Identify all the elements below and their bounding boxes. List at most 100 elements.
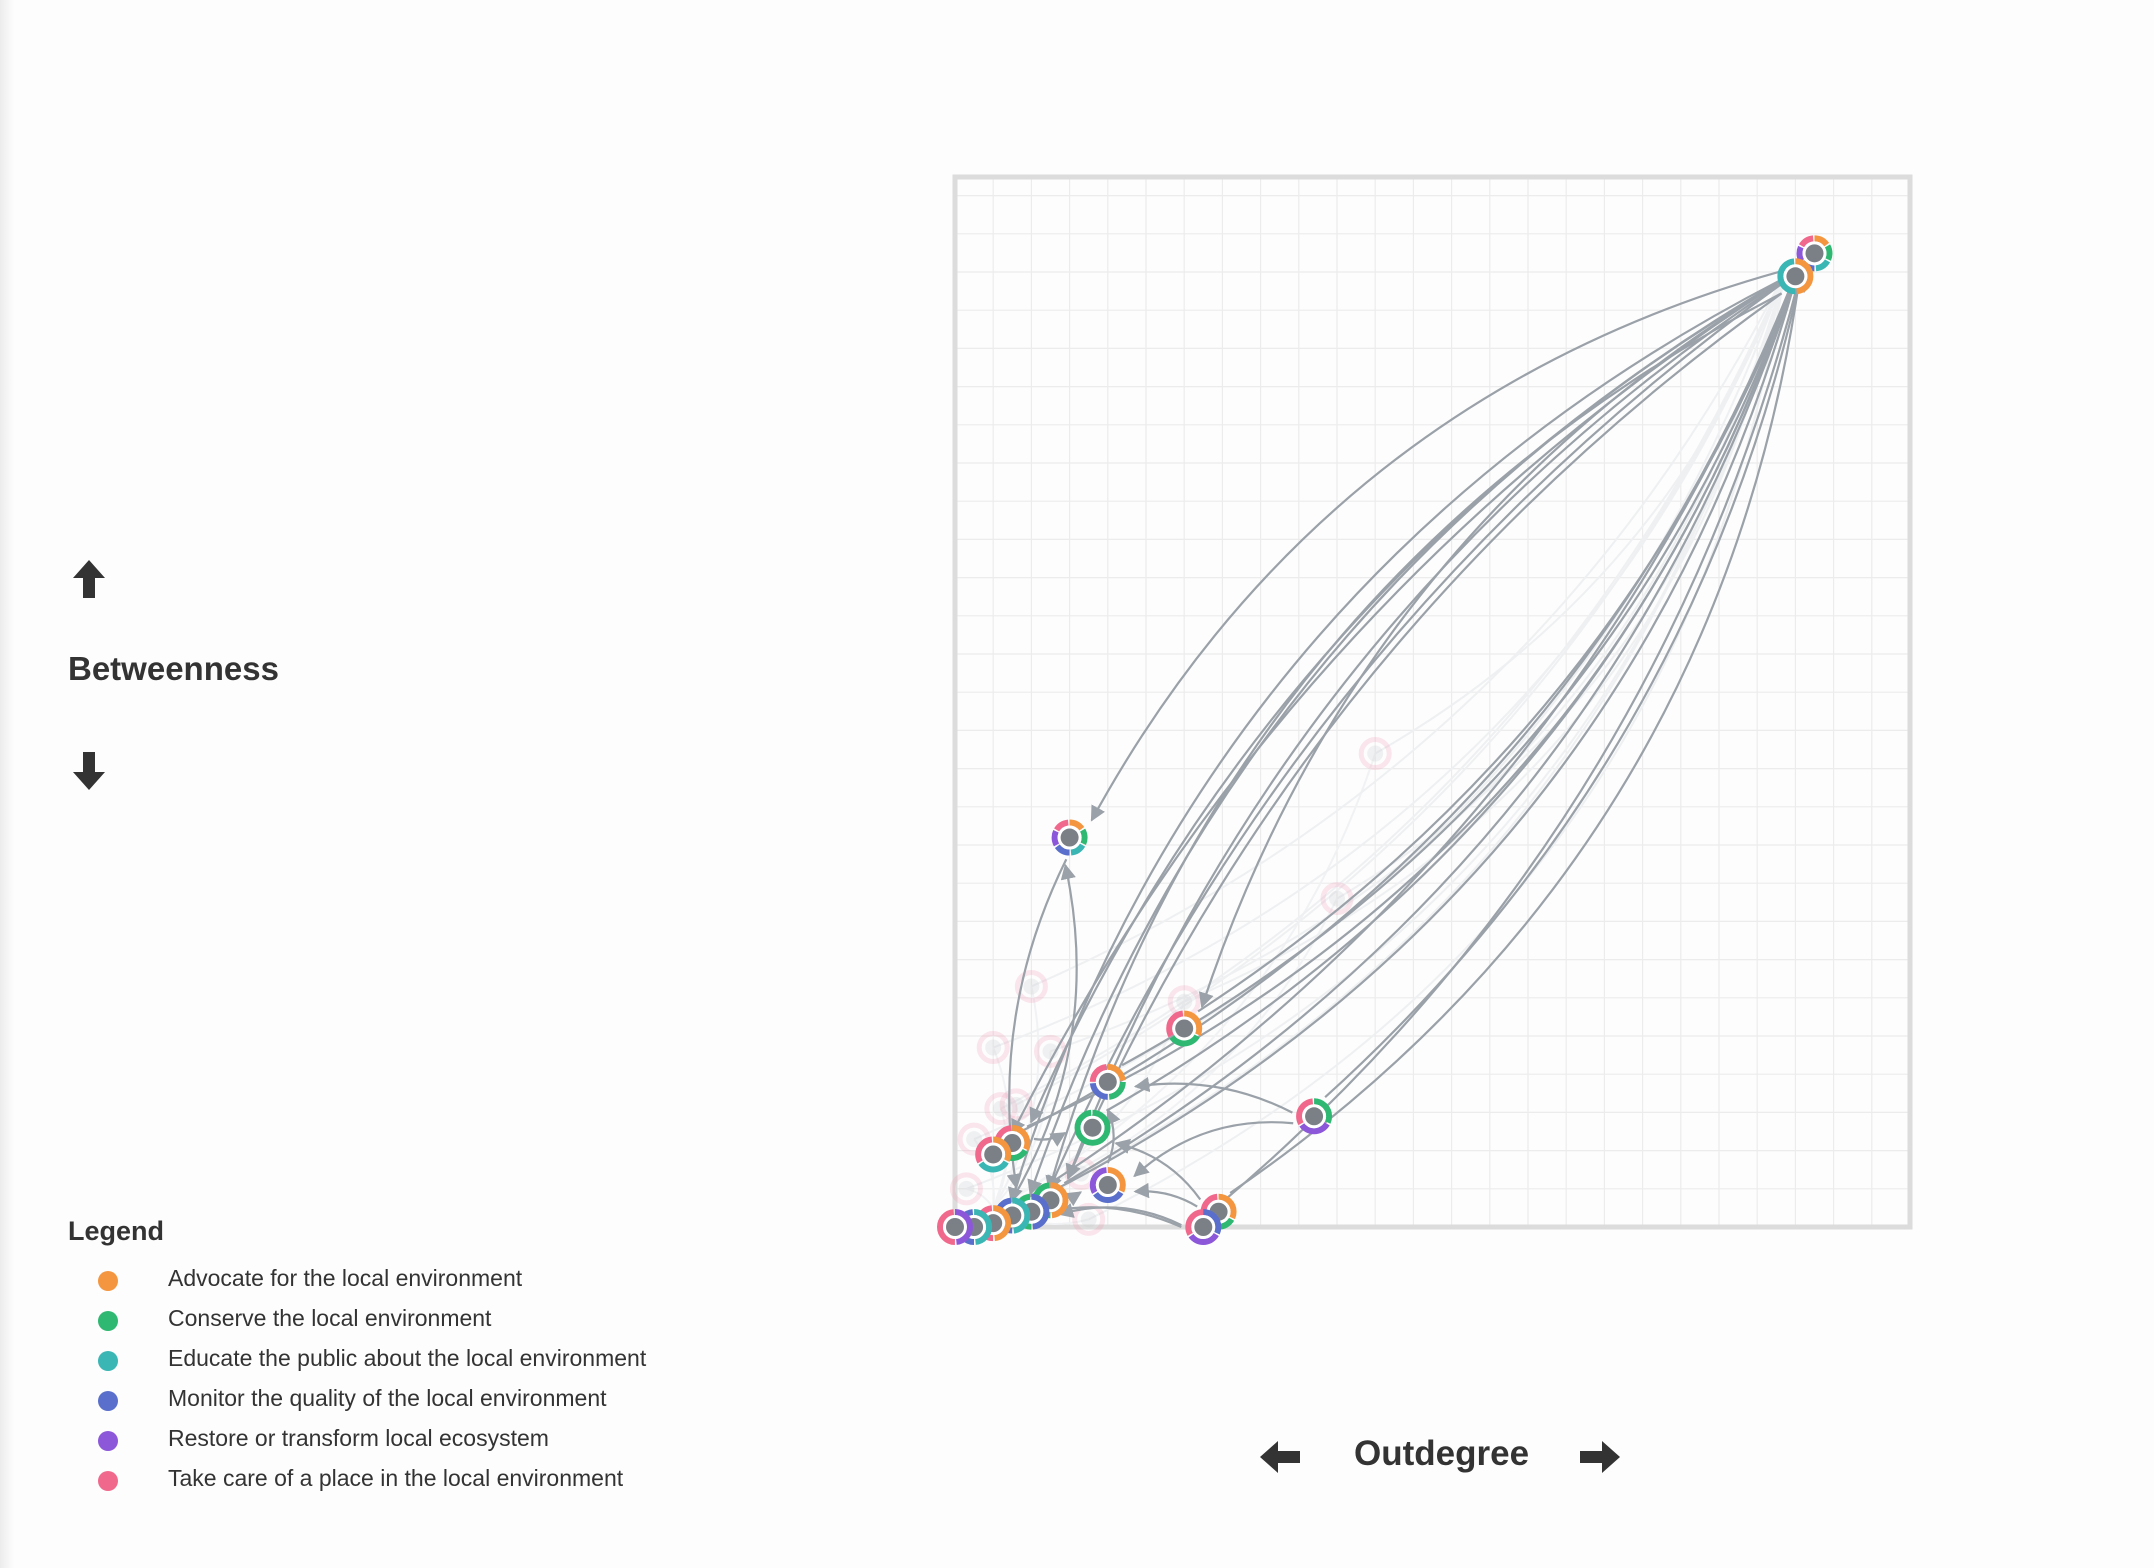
legend-color-dot [98, 1471, 118, 1491]
edge [1033, 1132, 1067, 1147]
node-core [1060, 828, 1079, 847]
arrow-left-icon [1260, 1441, 1300, 1473]
node-core [1786, 267, 1805, 286]
legend-item: Educate the public about the local envir… [68, 1341, 646, 1381]
legend-color-dot [98, 1311, 118, 1331]
node-ring-segment [937, 1209, 973, 1245]
node-ring-segment [1089, 1063, 1126, 1100]
edge [1007, 269, 1801, 1204]
graph-node[interactable] [1796, 235, 1833, 272]
faded-node [1072, 1202, 1106, 1236]
node-ring-segment [1089, 1167, 1126, 1203]
faded-node [949, 1172, 983, 1206]
faint-edge [1088, 273, 1786, 1221]
edge [1114, 1138, 1202, 1201]
node-ring-segment [1051, 819, 1088, 856]
graph-node[interactable] [1051, 819, 1088, 856]
node-core [1098, 1072, 1117, 1091]
node-ring-segment [1796, 235, 1833, 272]
faint-edge [992, 272, 1786, 1049]
graph-node[interactable] [975, 1136, 1012, 1173]
plot-grid [955, 177, 1910, 1227]
arrow-up-icon [73, 560, 105, 598]
legend-item: Advocate for the local environment [68, 1261, 522, 1301]
edge [1133, 1076, 1293, 1114]
node-core [984, 1145, 1003, 1164]
edge [1044, 273, 1801, 1196]
faint-edge [1030, 272, 1786, 988]
graph-node[interactable] [1089, 1167, 1126, 1203]
edge [1014, 863, 1078, 1195]
edge [1090, 265, 1798, 822]
faded-node [1358, 737, 1392, 771]
faded-node [976, 1031, 1010, 1065]
y-axis-label: Betweenness [68, 650, 279, 687]
node-ring-segment [1777, 258, 1814, 295]
edge [1133, 1182, 1198, 1208]
legend-color-dot [98, 1351, 118, 1371]
graph-nodes [937, 235, 1833, 1245]
legend: Legend Advocate for the local environmen… [68, 1216, 646, 1501]
edge [1106, 1108, 1121, 1164]
node-ring-segment [1185, 1209, 1222, 1245]
node-ring-segment [975, 1205, 1012, 1242]
node-ring-segment [975, 1136, 1012, 1173]
edge [1229, 275, 1806, 1194]
graph-node[interactable] [1777, 258, 1814, 295]
legend-item: Conserve the local environment [68, 1301, 491, 1341]
edge [1007, 272, 1798, 1140]
faint-edge [1000, 272, 1786, 1110]
node-ring-segment [1032, 1182, 1069, 1219]
node-ring-segment [1296, 1098, 1333, 1135]
graph-node[interactable] [937, 1209, 973, 1245]
graph-node[interactable] [1296, 1098, 1333, 1135]
edge [1063, 273, 1800, 1185]
graph-node[interactable] [1185, 1209, 1222, 1245]
node-ring-segment [994, 1125, 1031, 1161]
node-ring-segment [1089, 1167, 1126, 1203]
legend-item: Monitor the quality of the local environ… [68, 1381, 607, 1421]
faint-edge [973, 273, 1786, 1141]
node-ring-segment [1296, 1098, 1333, 1135]
node-ring-segment [1051, 819, 1088, 856]
faint-edge [1183, 273, 1786, 1003]
legend-color-dot [98, 1391, 118, 1411]
node-ring-segment [1777, 258, 1814, 295]
edge [1197, 273, 1799, 1013]
graph-node[interactable] [1166, 1010, 1203, 1047]
node-ring-segment [1296, 1098, 1333, 1135]
node-core [1098, 1176, 1117, 1194]
legend-item-label: Restore or transform local ecosystem [168, 1425, 549, 1451]
edge [1064, 1191, 1083, 1207]
edge [1324, 276, 1805, 1099]
node-ring-segment [1074, 1109, 1111, 1146]
faint-edge [1050, 273, 1786, 1053]
node-core [1805, 244, 1824, 263]
legend-item-label: Take care of a place in the local enviro… [168, 1465, 624, 1491]
edge [1198, 269, 1802, 1009]
graph-edges [1000, 265, 1806, 1229]
legend-item-label: Educate the public about the local envir… [168, 1345, 647, 1371]
edge [1045, 292, 1782, 1192]
graph-node[interactable] [1074, 1109, 1111, 1146]
legend-item: Take care of a place in the local enviro… [68, 1461, 623, 1501]
node-core [1083, 1118, 1102, 1137]
faded-node [984, 1092, 1018, 1126]
node-core [1194, 1218, 1213, 1236]
node-ring-segment [1166, 1010, 1203, 1047]
legend-item-label: Conserve the local environment [168, 1305, 492, 1331]
edge [1057, 1203, 1182, 1227]
node-core [1175, 1019, 1194, 1038]
edge [1011, 268, 1801, 1136]
page-edge-shadow [0, 0, 14, 1568]
node-ring-segment [1166, 1010, 1203, 1047]
faded-node [1014, 969, 1048, 1003]
graph-node[interactable] [1089, 1063, 1126, 1100]
legend-title: Legend [68, 1216, 165, 1246]
legend-item-label: Advocate for the local environment [168, 1265, 523, 1291]
node-ring-segment [1185, 1209, 1222, 1245]
legend-color-dot [98, 1271, 118, 1291]
node-ring-segment [1200, 1193, 1237, 1230]
arrow-right-icon [1580, 1441, 1620, 1473]
